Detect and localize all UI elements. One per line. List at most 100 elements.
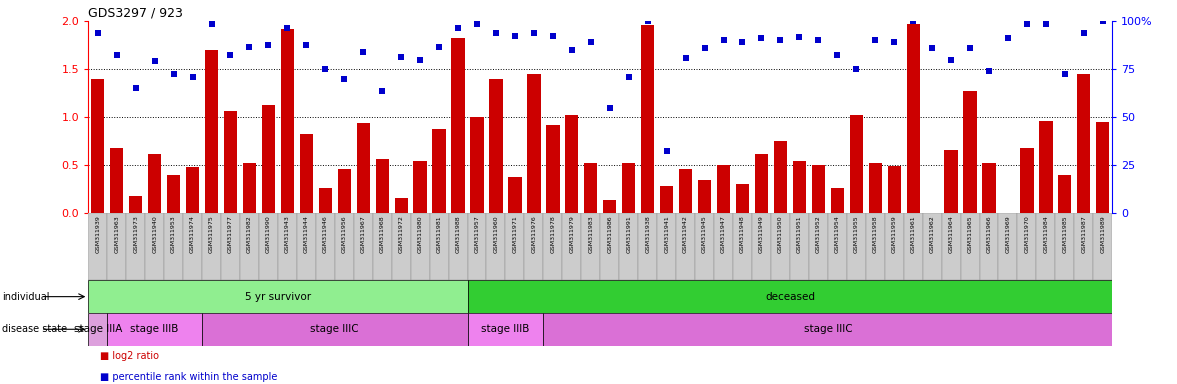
Text: GSM311962: GSM311962 [930, 215, 935, 253]
Point [714, 37, 733, 43]
Bar [960, 213, 979, 280]
Bar [107, 313, 202, 346]
Text: GSM311958: GSM311958 [872, 215, 878, 253]
Bar [638, 213, 657, 280]
Text: GSM311978: GSM311978 [551, 215, 556, 253]
Bar [88, 313, 107, 346]
Text: GSM311943: GSM311943 [285, 215, 290, 253]
Bar [866, 213, 885, 280]
Bar [850, 115, 863, 213]
Bar [259, 213, 278, 280]
Point [581, 39, 600, 45]
Point [467, 21, 486, 27]
Text: GDS3297 / 923: GDS3297 / 923 [88, 7, 184, 20]
Bar [224, 111, 237, 213]
Point [240, 44, 259, 50]
Text: individual: individual [2, 291, 49, 302]
Text: GSM311973: GSM311973 [133, 215, 138, 253]
Bar [205, 50, 218, 213]
Text: GSM311986: GSM311986 [607, 215, 612, 253]
Text: GSM311975: GSM311975 [210, 215, 214, 253]
Point [373, 88, 392, 94]
Bar [581, 213, 600, 280]
Point [259, 42, 278, 48]
Bar [184, 213, 202, 280]
Text: GSM311949: GSM311949 [759, 215, 764, 253]
Bar [467, 280, 1112, 313]
Text: GSM311971: GSM311971 [512, 215, 518, 253]
Text: GSM311942: GSM311942 [683, 215, 689, 253]
Bar [623, 163, 636, 213]
Text: deceased: deceased [765, 291, 814, 302]
Bar [281, 29, 294, 213]
Text: GSM311990: GSM311990 [266, 215, 271, 253]
Text: GSM311991: GSM311991 [626, 215, 631, 253]
Bar [430, 213, 448, 280]
Bar [752, 213, 771, 280]
Bar [1020, 148, 1033, 213]
Bar [944, 150, 958, 213]
Point [164, 71, 182, 77]
Bar [619, 213, 638, 280]
Point [354, 49, 373, 55]
Bar [773, 141, 787, 213]
Bar [413, 161, 427, 213]
Bar [660, 186, 673, 213]
Bar [1075, 213, 1093, 280]
Text: GSM311953: GSM311953 [171, 215, 177, 253]
Text: GSM311974: GSM311974 [189, 215, 195, 253]
Text: GSM311977: GSM311977 [228, 215, 233, 253]
Text: GSM311960: GSM311960 [493, 215, 499, 253]
Bar [525, 213, 544, 280]
Text: GSM311976: GSM311976 [531, 215, 537, 253]
Point [696, 45, 714, 51]
Text: GSM311966: GSM311966 [986, 215, 991, 253]
Bar [906, 24, 919, 213]
Point [998, 35, 1017, 41]
Text: GSM311985: GSM311985 [1063, 215, 1068, 253]
Bar [129, 196, 142, 213]
Bar [278, 213, 297, 280]
Bar [1093, 213, 1112, 280]
Bar [565, 115, 578, 213]
Bar [714, 213, 733, 280]
Bar [584, 163, 598, 213]
Point [638, 18, 657, 24]
Bar [1077, 74, 1090, 213]
Point [600, 104, 619, 111]
Text: 5 yr survivor: 5 yr survivor [245, 291, 311, 302]
Bar [657, 213, 676, 280]
Bar [1039, 121, 1052, 213]
Point [278, 25, 297, 31]
Bar [300, 134, 313, 213]
Bar [885, 213, 904, 280]
Point [657, 148, 676, 154]
Text: stage IIIC: stage IIIC [311, 324, 359, 334]
Point [88, 30, 107, 36]
Point [1037, 21, 1056, 27]
Bar [1096, 122, 1110, 213]
Bar [979, 213, 998, 280]
Bar [754, 154, 769, 213]
Text: GSM311955: GSM311955 [853, 215, 859, 253]
Point [392, 53, 411, 60]
Bar [831, 188, 844, 213]
Text: GSM311946: GSM311946 [322, 215, 328, 253]
Point [979, 68, 998, 74]
Bar [1056, 213, 1075, 280]
Point [733, 39, 752, 45]
Point [942, 56, 960, 63]
Point [486, 30, 505, 36]
Bar [676, 213, 696, 280]
Bar [126, 213, 145, 280]
Bar [471, 117, 484, 213]
Point [126, 85, 145, 91]
Point [1056, 71, 1075, 77]
Point [752, 35, 771, 41]
Bar [354, 213, 373, 280]
Text: GSM311964: GSM311964 [949, 215, 953, 253]
Point [505, 33, 524, 39]
Text: GSM311982: GSM311982 [247, 215, 252, 253]
Bar [793, 161, 806, 213]
Text: GSM311989: GSM311989 [1100, 215, 1105, 253]
